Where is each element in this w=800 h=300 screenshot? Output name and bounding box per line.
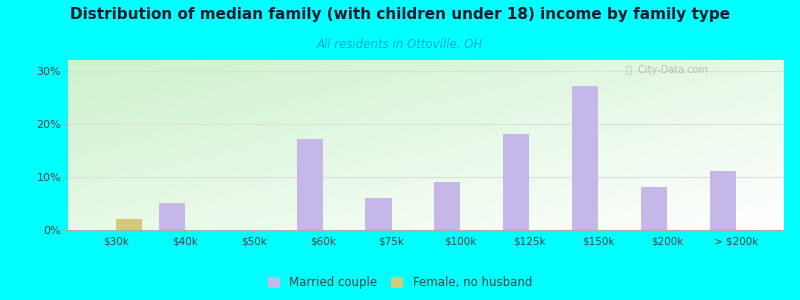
Bar xyxy=(572,86,598,230)
Bar xyxy=(159,203,185,230)
Bar xyxy=(710,171,736,230)
Bar xyxy=(641,187,667,230)
Bar xyxy=(297,140,322,230)
Bar xyxy=(366,198,391,230)
Legend: Married couple, Female, no husband: Married couple, Female, no husband xyxy=(263,272,537,294)
Text: All residents in Ottoville, OH: All residents in Ottoville, OH xyxy=(317,38,483,51)
Bar xyxy=(434,182,461,230)
Text: Distribution of median family (with children under 18) income by family type: Distribution of median family (with chil… xyxy=(70,8,730,22)
Bar xyxy=(503,134,530,230)
Text: ⓘ  City-Data.com: ⓘ City-Data.com xyxy=(626,65,708,75)
Bar xyxy=(116,219,142,230)
